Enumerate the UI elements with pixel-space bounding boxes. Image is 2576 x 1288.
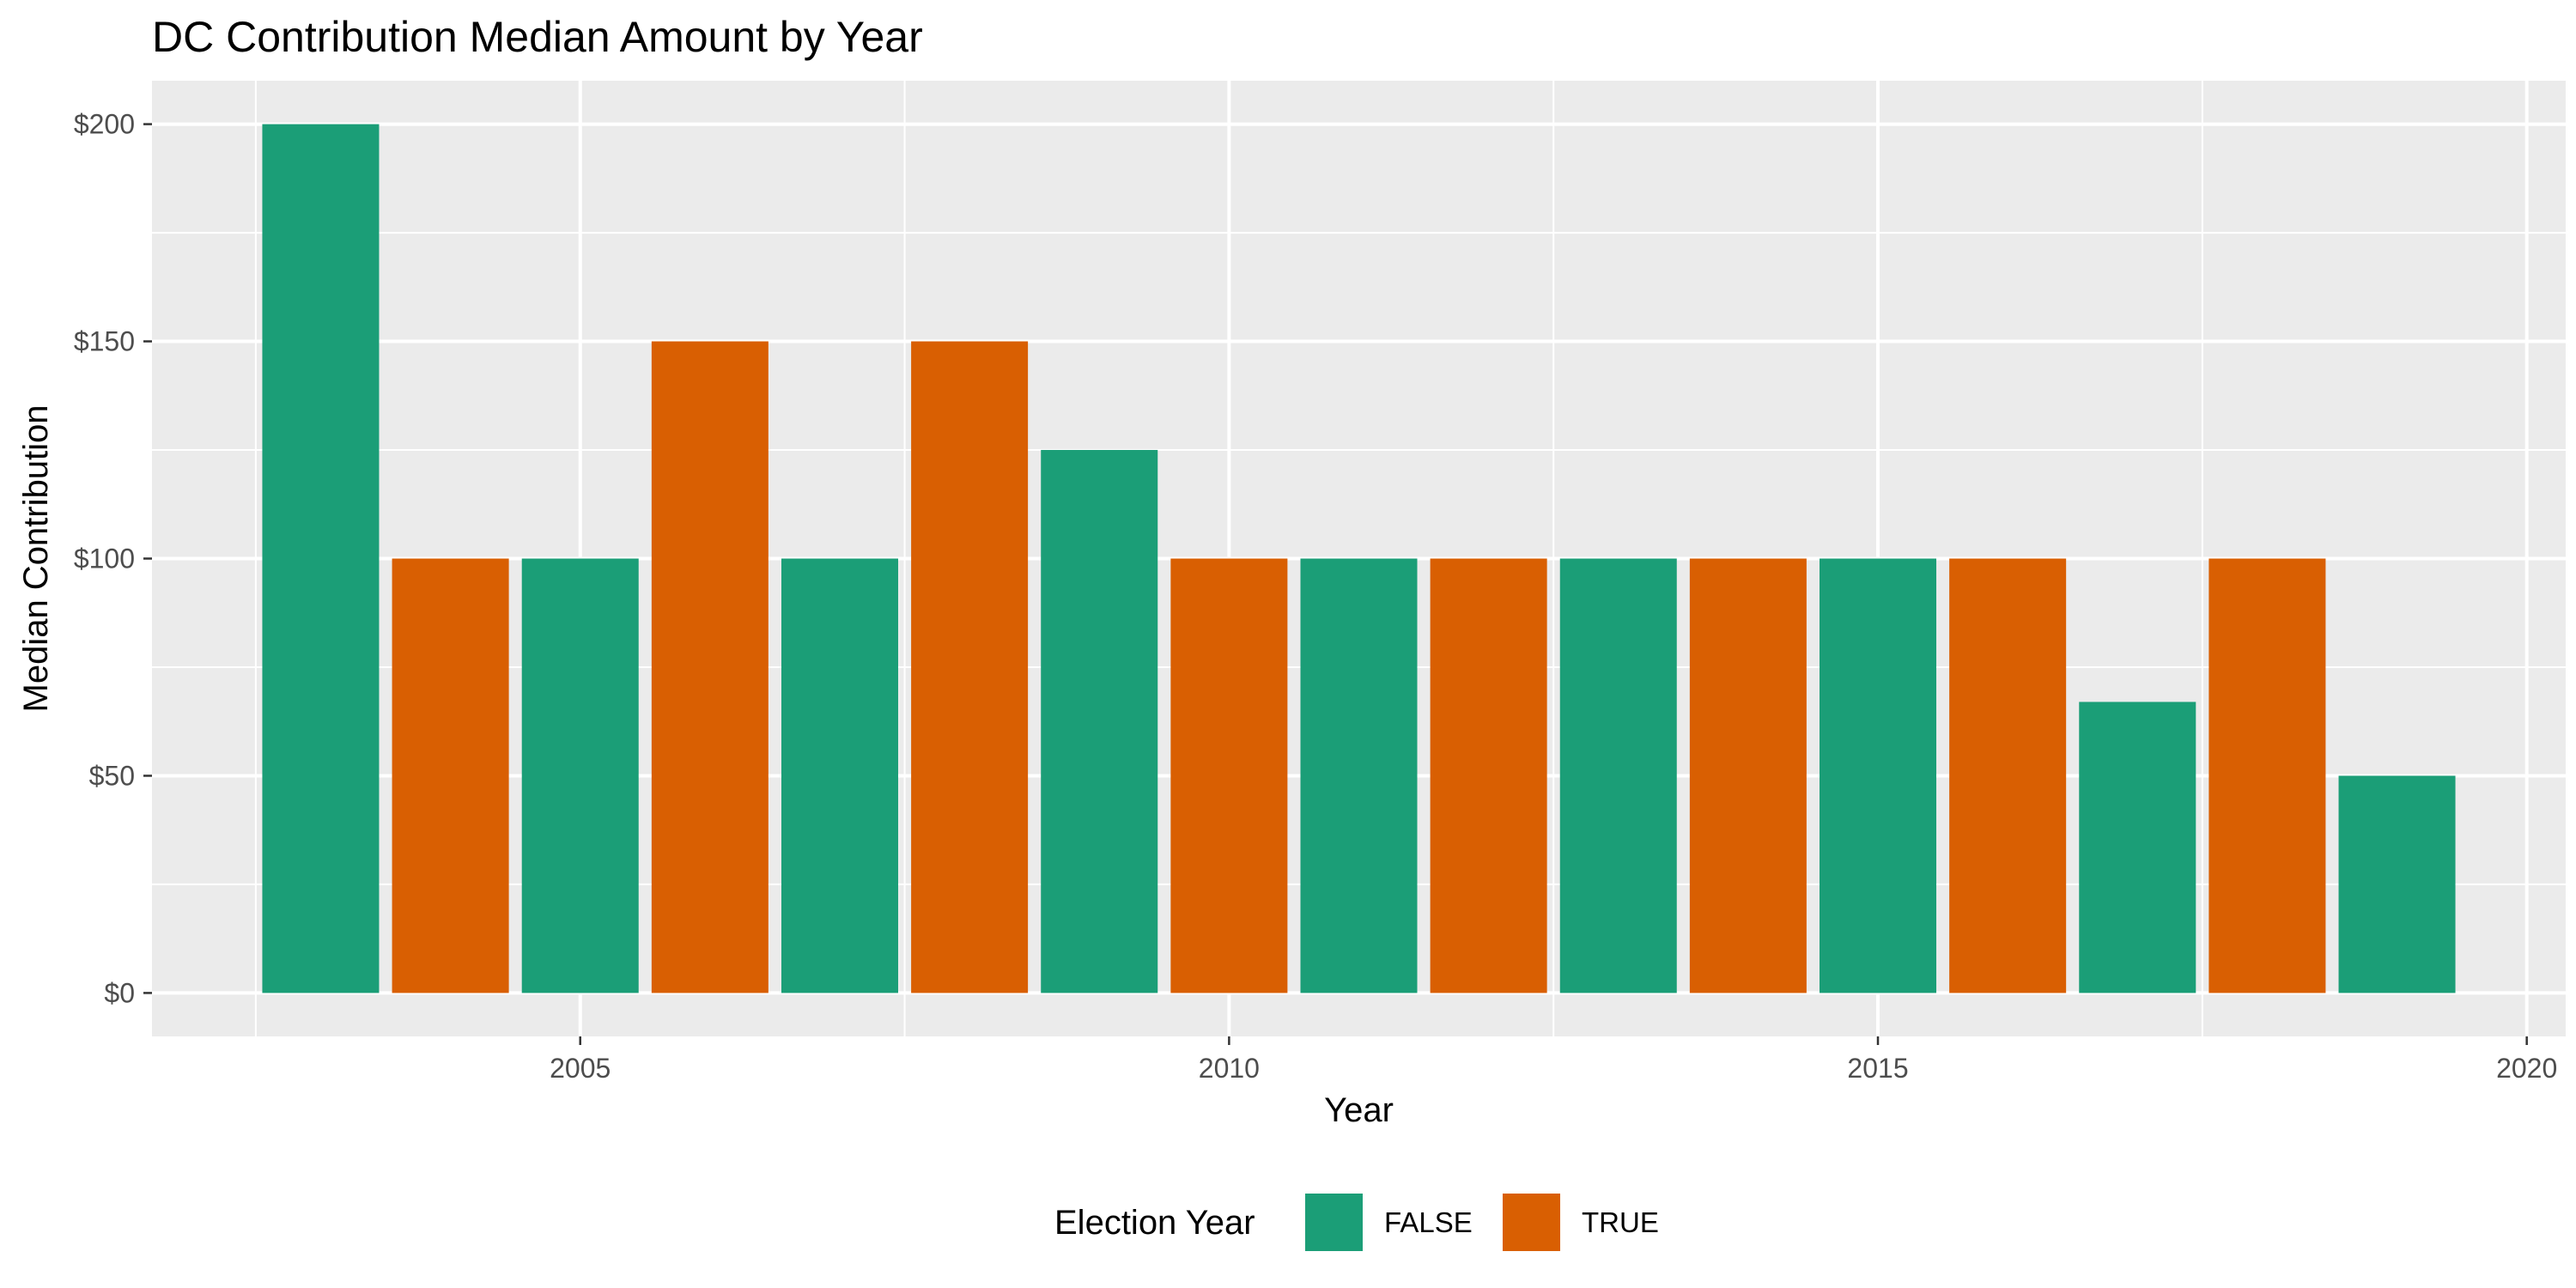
bar-2012: [1430, 558, 1547, 993]
y-tick-label: $150: [74, 326, 135, 357]
y-tick-labels: $0 $50 $100 $150 $200: [74, 109, 135, 1009]
legend-label-true: TRUE: [1582, 1206, 1659, 1238]
y-tick-label: $0: [104, 977, 135, 1008]
legend-title: Election Year: [1054, 1204, 1255, 1242]
bar-2011: [1300, 558, 1418, 993]
bar-2014: [1689, 558, 1807, 993]
legend-key-false: [1305, 1194, 1363, 1251]
bar-2016: [1949, 558, 2067, 993]
bar-2015: [1820, 558, 1937, 993]
bar-2010: [1170, 558, 1288, 993]
y-axis-title: Median Contribution: [17, 405, 55, 713]
x-tick-label: 2020: [2496, 1053, 2557, 1084]
legend-key-true: [1503, 1194, 1560, 1251]
bar-2007: [781, 558, 898, 993]
x-tick-label: 2010: [1199, 1053, 1260, 1084]
bar-2005: [521, 558, 639, 993]
y-tick-label: $200: [74, 109, 135, 140]
x-tick-label: 2015: [1847, 1053, 1908, 1084]
bar-2003: [262, 124, 380, 993]
chart-title: DC Contribution Median Amount by Year: [152, 13, 923, 61]
axis-ticks: [143, 123, 2528, 1045]
bar-2006: [651, 341, 769, 993]
x-tick-label: 2005: [550, 1053, 611, 1084]
bar-2013: [1559, 558, 1677, 993]
y-tick-label: $50: [89, 760, 135, 791]
bar-2009: [1041, 450, 1158, 993]
bar-2008: [911, 341, 1029, 993]
bar-2017: [2079, 702, 2196, 993]
bar-2019: [2338, 775, 2456, 993]
legend: Election Year FALSE TRUE: [1054, 1194, 1659, 1251]
bars: [262, 124, 2456, 993]
bar-2004: [392, 558, 509, 993]
legend-label-false: FALSE: [1384, 1206, 1473, 1238]
bar-2018: [2208, 558, 2326, 993]
x-axis-title: Year: [1324, 1091, 1394, 1129]
legend-entries: FALSE TRUE: [1305, 1194, 1659, 1251]
y-tick-label: $100: [74, 544, 135, 574]
x-tick-labels: 2005 2010 2015 2020: [550, 1053, 2557, 1084]
